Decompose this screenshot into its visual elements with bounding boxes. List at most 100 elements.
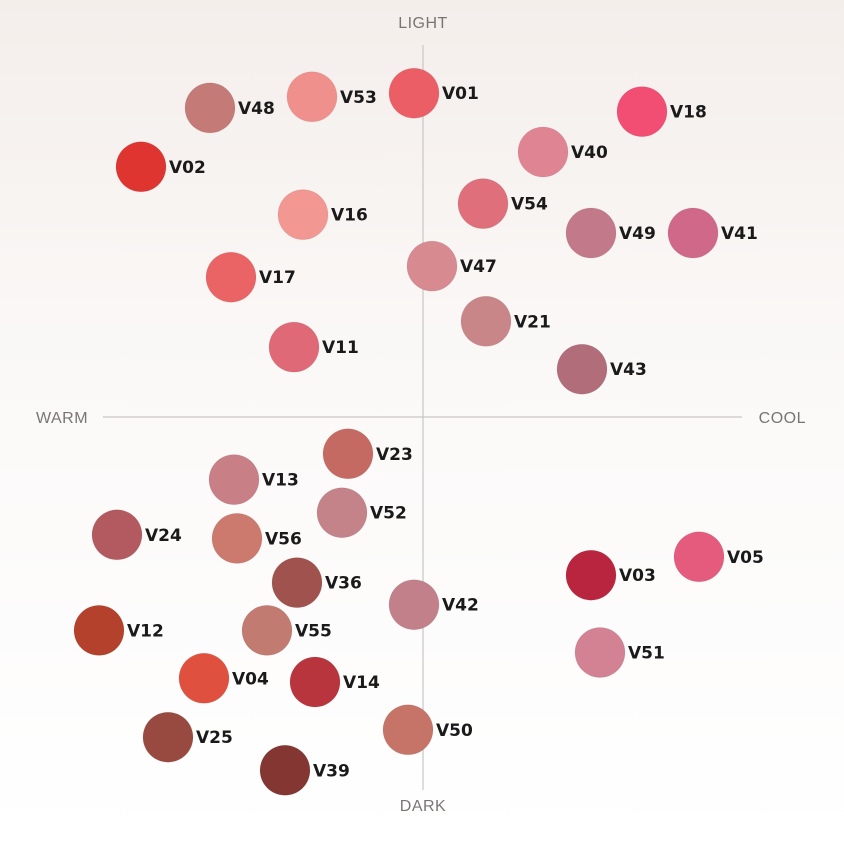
shade-swatch xyxy=(574,627,626,678)
shade-label: V54 xyxy=(511,195,548,215)
shade-label: V47 xyxy=(460,257,497,277)
shade-label: V01 xyxy=(442,84,479,104)
shade-swatch xyxy=(616,86,668,138)
shade-label: V56 xyxy=(265,529,302,549)
shade-label: V03 xyxy=(619,566,656,586)
shade-point-v03: V03 xyxy=(565,549,656,601)
shade-point-v53: V53 xyxy=(286,71,377,123)
shade-swatch xyxy=(322,428,374,480)
shade-point-v41: V41 xyxy=(667,207,758,259)
shade-point-v18: V18 xyxy=(616,86,707,138)
shade-point-v48: V48 xyxy=(184,82,275,134)
shade-swatch xyxy=(259,744,311,796)
shade-label: V16 xyxy=(331,206,368,226)
shade-point-v49: V49 xyxy=(565,207,656,259)
shade-point-v56: V56 xyxy=(211,512,302,564)
axis-label-top: LIGHT xyxy=(398,15,448,32)
swatch-group: V01 V53 V48 V18 V40 V02 V54 V16 V49 V41 V47 V17 V21 V… xyxy=(73,67,764,796)
shade-swatch xyxy=(73,604,125,656)
shade-label: V05 xyxy=(727,548,764,568)
shade-label: V36 xyxy=(325,574,362,594)
shade-swatch xyxy=(457,178,509,230)
shade-label: V18 xyxy=(670,103,707,123)
shade-point-v40: V40 xyxy=(517,126,608,178)
shade-point-v21: V21 xyxy=(460,295,551,347)
shade-label: V53 xyxy=(340,88,377,108)
shade-swatch xyxy=(406,240,458,292)
shade-point-v24: V24 xyxy=(91,509,182,561)
shade-point-v13: V13 xyxy=(208,454,299,506)
axis-label-bottom: DARK xyxy=(400,798,446,815)
shade-point-v16: V16 xyxy=(277,189,368,241)
shade-swatch xyxy=(271,557,323,609)
shade-label: V25 xyxy=(196,728,233,748)
shade-point-v36: V36 xyxy=(271,557,362,609)
shade-swatch xyxy=(142,711,194,763)
shade-point-v12: V12 xyxy=(73,604,164,656)
shade-swatch xyxy=(115,141,167,193)
shade-label: V23 xyxy=(376,445,413,465)
shade-label: V14 xyxy=(343,673,380,693)
shade-point-v51: V51 xyxy=(574,627,665,678)
shade-swatch xyxy=(178,652,230,704)
shade-label: V48 xyxy=(238,99,275,119)
shade-point-v25: V25 xyxy=(142,711,233,763)
shade-label: V11 xyxy=(322,338,359,358)
shade-swatch xyxy=(382,704,434,756)
shade-point-v52: V52 xyxy=(316,487,407,539)
shade-label: V52 xyxy=(370,504,407,524)
shade-swatch xyxy=(205,251,257,303)
shade-label: V49 xyxy=(619,224,656,244)
shade-point-v47: V47 xyxy=(406,240,497,292)
shade-swatch xyxy=(277,189,329,241)
shade-label: V51 xyxy=(628,644,665,664)
shade-point-v43: V43 xyxy=(556,343,647,395)
shade-swatch xyxy=(208,454,260,506)
shade-label: V04 xyxy=(232,669,269,689)
axis-label-left: WARM xyxy=(36,410,88,427)
shade-swatch xyxy=(388,579,440,631)
shade-point-v02: V02 xyxy=(115,141,206,193)
shade-point-v55: V55 xyxy=(241,604,332,656)
shade-swatch xyxy=(316,487,368,539)
shade-label: V39 xyxy=(313,761,350,781)
shade-label: V13 xyxy=(262,471,299,491)
shade-point-v11: V11 xyxy=(268,321,359,373)
shade-swatch xyxy=(517,126,569,178)
shade-swatch xyxy=(241,604,293,656)
shade-point-v05: V05 xyxy=(673,531,764,583)
shade-point-v14: V14 xyxy=(289,656,380,708)
shade-label: V24 xyxy=(145,526,182,546)
shade-point-v42: V42 xyxy=(388,579,479,631)
shade-label: V12 xyxy=(127,621,164,641)
shade-point-v50: V50 xyxy=(382,704,473,756)
shade-swatch xyxy=(289,656,341,708)
shade-swatch xyxy=(667,207,719,259)
shade-label: V55 xyxy=(295,621,332,641)
shade-swatch xyxy=(268,321,320,373)
axis-label-right: COOL xyxy=(759,410,806,427)
shade-label: V40 xyxy=(571,143,608,163)
shade-swatch xyxy=(286,71,338,123)
shade-label: V50 xyxy=(436,721,473,741)
shade-label: V42 xyxy=(442,596,479,616)
shade-label: V17 xyxy=(259,268,296,288)
shade-label: V02 xyxy=(169,158,206,178)
shade-swatch xyxy=(91,509,143,561)
shade-swatch xyxy=(184,82,236,134)
shade-swatch xyxy=(460,295,512,347)
shade-swatch xyxy=(565,207,617,259)
shade-point-v39: V39 xyxy=(259,744,350,796)
shade-swatch xyxy=(211,512,263,564)
shade-swatch xyxy=(556,343,608,395)
shade-point-v04: V04 xyxy=(178,652,269,704)
shade-point-v54: V54 xyxy=(457,178,548,230)
shade-point-v17: V17 xyxy=(205,251,296,303)
shade-point-v23: V23 xyxy=(322,428,413,480)
shade-label: V41 xyxy=(721,224,758,244)
shade-label: V43 xyxy=(610,360,647,380)
shade-swatch xyxy=(673,531,725,583)
shade-swatch xyxy=(565,549,617,601)
shade-label: V21 xyxy=(514,312,551,332)
